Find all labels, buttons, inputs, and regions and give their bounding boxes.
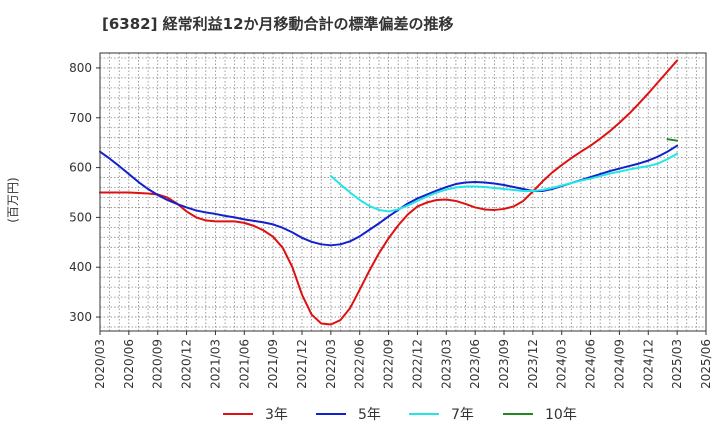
x-tick-label: 2024/06 [584,339,598,389]
y-tick-label: 700 [69,111,92,125]
series-line-4 [666,138,679,142]
x-tick-label: 2021/09 [266,339,280,389]
x-tick-label: 2024/03 [555,339,569,389]
x-tick-label: 2024/12 [641,339,655,389]
series-line-3 [329,152,679,213]
x-tick-label: 2024/09 [612,339,626,389]
x-tick-label: 2022/03 [324,339,338,389]
x-tick-label: 2022/06 [353,339,367,389]
axes: 300 400 500 600 700 800 2020/03 2020/06 2020/09 2… [69,52,713,389]
legend-label-3: 7年 [451,407,474,423]
y-tick-label: 400 [69,260,92,274]
legend-label-1: 3年 [265,407,288,423]
x-tick-label: 2023/12 [526,339,540,389]
x-tick-label: 2020/06 [122,339,136,389]
plot-area [100,53,706,331]
x-tick-label: 2020/12 [180,339,194,389]
y-tick-label: 600 [69,161,92,175]
x-tick-label: 2021/12 [295,339,309,389]
y-axis-label: (百万円) [6,177,20,222]
x-tick-label: 2020/03 [93,339,107,389]
x-tick-label: 2025/03 [670,339,684,389]
x-tick-label: 2022/09 [382,339,396,389]
x-tick-label: 2021/06 [237,339,251,389]
y-tick-label: 800 [69,61,92,75]
x-tick-label: 2025/06 [699,339,713,389]
legend-label-2: 5年 [358,407,381,423]
grid-lines [99,53,707,331]
y-tick-label: 300 [69,310,92,324]
plot-border [99,52,707,332]
legend-label-4: 10年 [545,407,577,423]
chart-title: [6382] 経常利益12か月移動合計の標準偏差の推移 [102,15,454,33]
x-tick-label: 2020/09 [151,339,165,389]
x-tick-label: 2022/12 [410,339,424,389]
legend: 3年 5年 7年 10年 [223,407,577,423]
x-tick-label: 2023/06 [468,339,482,389]
series-lines [99,59,679,326]
plot-background [100,53,706,331]
series-line-1 [99,59,679,326]
x-tick-label: 2021/03 [208,339,222,389]
x-tick-label: 2023/09 [497,339,511,389]
y-tick-label: 500 [69,210,92,224]
x-tick-label: 2023/03 [439,339,453,389]
